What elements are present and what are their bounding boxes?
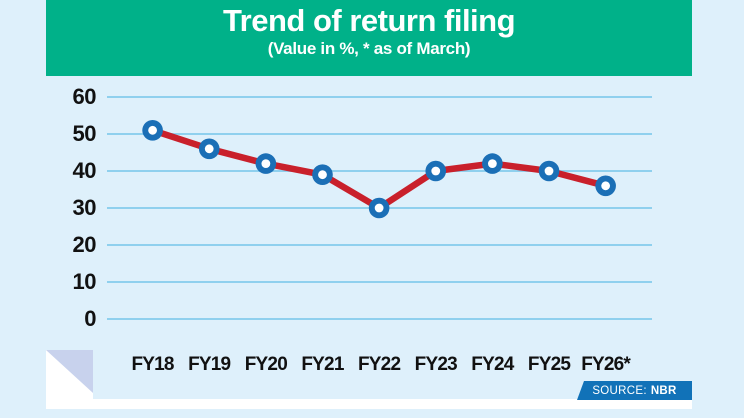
source-badge: SOURCE: NBR — [577, 381, 692, 400]
bottom-divider-strip — [46, 399, 692, 409]
x-tick-label: FY19 — [188, 354, 231, 375]
x-tick-label: FY22 — [358, 354, 401, 375]
y-tick-label: 30 — [72, 195, 97, 220]
x-tick-label: FY21 — [301, 354, 344, 375]
x-tick-label: FY23 — [414, 354, 458, 375]
chart-title: Trend of return filing — [222, 3, 516, 38]
data-point-center — [374, 203, 384, 213]
chart-header-banner: Trend of return filing (Value in %, * as… — [46, 0, 692, 76]
data-point-center — [431, 166, 441, 176]
x-tick-label: FY26* — [581, 354, 631, 375]
y-tick-label: 50 — [72, 121, 97, 146]
x-tick-label: FY20 — [244, 354, 288, 375]
data-point-center — [148, 125, 158, 135]
y-tick-label: 10 — [72, 269, 97, 294]
data-point-center — [318, 170, 327, 180]
data-line — [149, 127, 609, 212]
data-point-center — [261, 159, 271, 169]
y-tick-label: 20 — [72, 232, 97, 257]
chart-subtitle: (Value in %, * as of March) — [267, 38, 471, 58]
x-tick-label: FY18 — [131, 354, 174, 375]
y-tick-label: 60 — [72, 84, 97, 109]
data-point-center — [487, 159, 497, 169]
data-point-center — [601, 181, 611, 191]
x-tick-label: FY25 — [527, 354, 571, 375]
y-tick-label: 40 — [72, 158, 97, 183]
source-label: SOURCE: — [592, 384, 647, 397]
x-tick-label: FY24 — [471, 354, 514, 375]
y-tick-label: 0 — [84, 306, 96, 331]
data-point-center — [544, 166, 554, 176]
source-value: NBR — [650, 384, 677, 397]
data-point-center — [204, 144, 214, 154]
